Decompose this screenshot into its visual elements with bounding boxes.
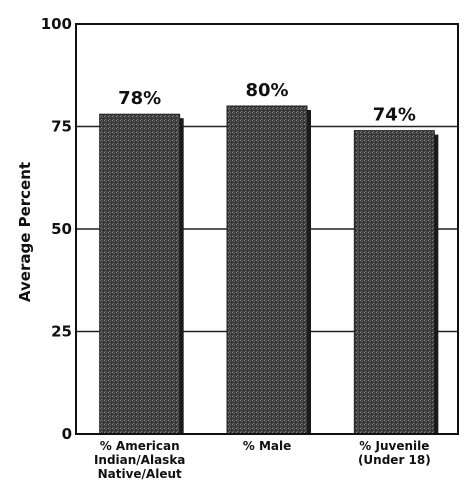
x-tick-label: % American	[100, 439, 180, 453]
y-tick-label: 50	[51, 220, 72, 238]
data-label: 74%	[373, 105, 416, 126]
data-label: 78%	[118, 88, 161, 109]
bar	[99, 113, 181, 435]
x-tick-label: (Under 18)	[358, 453, 431, 467]
y-tick-label: 25	[51, 323, 72, 341]
bars	[99, 105, 439, 435]
x-tick-label: Native/Aleut	[98, 467, 182, 481]
y-axis-label: Average Percent	[16, 162, 34, 302]
plot-frame	[75, 23, 459, 435]
x-tick-label: % Juvenile	[359, 439, 429, 453]
data-label: 80%	[245, 80, 288, 101]
y-tick-labels: 0 25 50 75 100	[41, 15, 72, 443]
y-tick-label: 0	[62, 425, 72, 443]
bar	[353, 130, 435, 435]
y-tick-label: 75	[51, 118, 72, 136]
x-tick-label: Indian/Alaska	[94, 453, 185, 467]
data-labels: 78% 80% 74%	[118, 80, 416, 126]
bar	[226, 105, 308, 435]
plot-area-border	[75, 23, 459, 435]
x-tick-label: % Male	[243, 439, 292, 453]
y-tick-label: 100	[41, 15, 72, 33]
